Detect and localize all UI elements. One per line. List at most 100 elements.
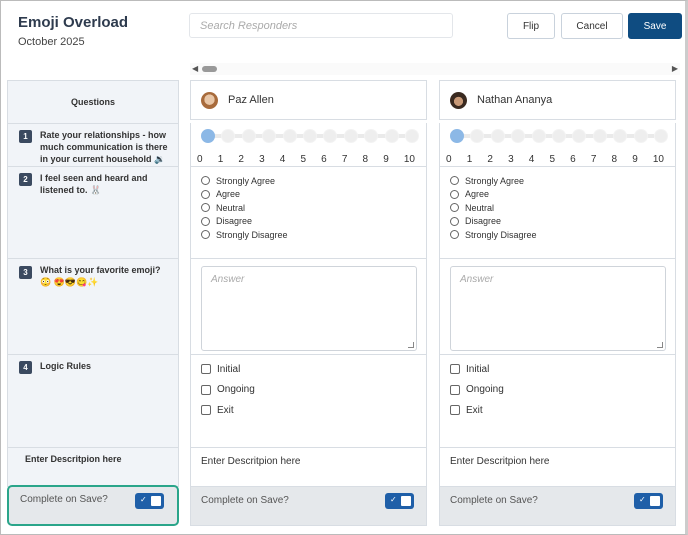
- rating-option[interactable]: [384, 129, 399, 143]
- logic-rules-cell: Initial Ongoing Exit: [190, 354, 427, 448]
- rating-tick-label: 5: [549, 154, 555, 165]
- rating-option[interactable]: [592, 129, 607, 143]
- radio-icon[interactable]: [201, 176, 210, 186]
- answer-cell: Answer: [190, 258, 427, 355]
- rating-tick-label: 10: [652, 154, 664, 165]
- checkbox-icon[interactable]: [450, 405, 460, 416]
- rating-option[interactable]: [343, 129, 358, 143]
- radio-icon[interactable]: [450, 230, 459, 240]
- checkbox-icon[interactable]: [201, 405, 211, 416]
- rating-tick-label: 4: [279, 154, 286, 165]
- checkbox-icon[interactable]: [201, 364, 211, 375]
- rating-option[interactable]: [221, 129, 236, 143]
- radio-option[interactable]: Strongly Disagree: [450, 228, 665, 242]
- radio-label: Neutral: [216, 202, 246, 213]
- cancel-button[interactable]: Cancel: [561, 13, 623, 39]
- radio-icon[interactable]: [201, 203, 210, 213]
- horizontal-scrollbar[interactable]: ◀ ▶: [190, 63, 680, 75]
- radio-label: Strongly Agree: [465, 175, 525, 186]
- answer-textarea[interactable]: Answer: [450, 266, 666, 351]
- save-button[interactable]: Save: [628, 13, 682, 39]
- rating-option[interactable]: [531, 129, 546, 143]
- rating-option[interactable]: [511, 129, 526, 143]
- radio-option[interactable]: Strongly Agree: [450, 174, 665, 188]
- radio-option[interactable]: Strongly Disagree: [201, 228, 416, 242]
- rating-option[interactable]: [552, 129, 566, 143]
- rating-cell: 0 1 2 3 4 5 6 7 8 9 10: [439, 123, 676, 167]
- rating-option[interactable]: [470, 129, 485, 143]
- rating-option[interactable]: [323, 129, 338, 143]
- avatar: [201, 91, 218, 109]
- checkbox-option[interactable]: Ongoing: [201, 380, 416, 401]
- rating-option[interactable]: [405, 129, 419, 143]
- description-cell[interactable]: Enter Descritpion here: [439, 447, 676, 487]
- complete-on-save-row: Complete on Save? ✓: [190, 486, 427, 526]
- flip-button[interactable]: Flip: [507, 13, 555, 39]
- radio-option[interactable]: Neutral: [450, 201, 665, 215]
- radio-icon[interactable]: [201, 230, 210, 240]
- rating-option[interactable]: [364, 129, 379, 143]
- responder-header: Nathan Ananya: [439, 80, 676, 120]
- rating-slider[interactable]: [450, 129, 668, 143]
- rating-option[interactable]: [241, 129, 256, 143]
- radio-option[interactable]: Disagree: [201, 215, 416, 229]
- question-row: 4 Logic Rules: [7, 354, 179, 448]
- rating-cell: 0 1 2 3 4 5 6 7 8 9 10: [190, 123, 427, 167]
- complete-on-save-row: Complete on Save? ✓: [439, 486, 676, 526]
- radio-option[interactable]: Neutral: [201, 201, 416, 215]
- rating-tick-label: 9: [632, 154, 638, 165]
- checkbox-option[interactable]: Exit: [201, 400, 416, 421]
- radio-icon[interactable]: [201, 216, 210, 226]
- radio-icon[interactable]: [201, 189, 210, 199]
- radio-option[interactable]: Strongly Agree: [201, 174, 416, 188]
- description-cell[interactable]: Enter Descritpion here: [190, 447, 427, 487]
- checkbox-icon[interactable]: [201, 384, 211, 395]
- rating-tick-label: 6: [570, 154, 576, 165]
- search-input[interactable]: Search Responders: [189, 13, 453, 38]
- radio-icon[interactable]: [450, 203, 459, 213]
- rating-tick-label: 4: [528, 154, 535, 165]
- radio-icon[interactable]: [450, 176, 459, 186]
- rating-option[interactable]: [282, 129, 297, 143]
- checkbox-option[interactable]: Initial: [450, 359, 665, 380]
- scroll-right-icon[interactable]: ▶: [671, 64, 678, 73]
- rating-slider[interactable]: [201, 129, 419, 143]
- rating-option[interactable]: [613, 129, 628, 143]
- complete-on-save-toggle[interactable]: ✓: [634, 493, 663, 509]
- answer-textarea[interactable]: Answer: [201, 266, 417, 351]
- radio-option[interactable]: Agree: [450, 188, 665, 202]
- rating-option[interactable]: [303, 129, 317, 143]
- checkbox-label: Initial: [217, 363, 241, 375]
- radio-icon[interactable]: [450, 216, 459, 226]
- questions-header: Questions: [7, 80, 179, 124]
- rating-tick-label: 2: [238, 154, 244, 165]
- responder-header: Paz Allen: [190, 80, 427, 120]
- rating-option[interactable]: [450, 129, 464, 143]
- checkbox-label: Exit: [217, 404, 234, 416]
- rating-option[interactable]: [490, 129, 505, 143]
- rating-option[interactable]: [572, 129, 587, 143]
- scrollbar-thumb[interactable]: [202, 66, 217, 72]
- rating-option[interactable]: [262, 129, 277, 143]
- responder-name: Nathan Ananya: [477, 94, 553, 106]
- checkbox-label: Ongoing: [466, 384, 504, 396]
- radio-label: Agree: [216, 189, 241, 200]
- rating-option[interactable]: [201, 129, 215, 143]
- checkbox-icon[interactable]: [450, 364, 460, 375]
- scroll-left-icon[interactable]: ◀: [192, 64, 199, 73]
- checkbox-icon[interactable]: [450, 384, 460, 395]
- checkbox-option[interactable]: Exit: [450, 400, 665, 421]
- rating-tick-label: 5: [300, 154, 306, 165]
- complete-on-save-toggle[interactable]: ✓: [385, 493, 414, 509]
- question-number: 3: [19, 266, 32, 279]
- checkbox-option[interactable]: Ongoing: [450, 380, 665, 401]
- rating-option[interactable]: [654, 129, 668, 143]
- radio-icon[interactable]: [450, 189, 459, 199]
- radio-option[interactable]: Agree: [201, 188, 416, 202]
- radio-label: Strongly Disagree: [465, 229, 537, 240]
- rating-option[interactable]: [633, 129, 648, 143]
- checkbox-option[interactable]: Initial: [201, 359, 416, 380]
- radio-option[interactable]: Disagree: [450, 215, 665, 229]
- radio-label: Neutral: [465, 202, 495, 213]
- complete-on-save-toggle[interactable]: ✓: [135, 493, 164, 509]
